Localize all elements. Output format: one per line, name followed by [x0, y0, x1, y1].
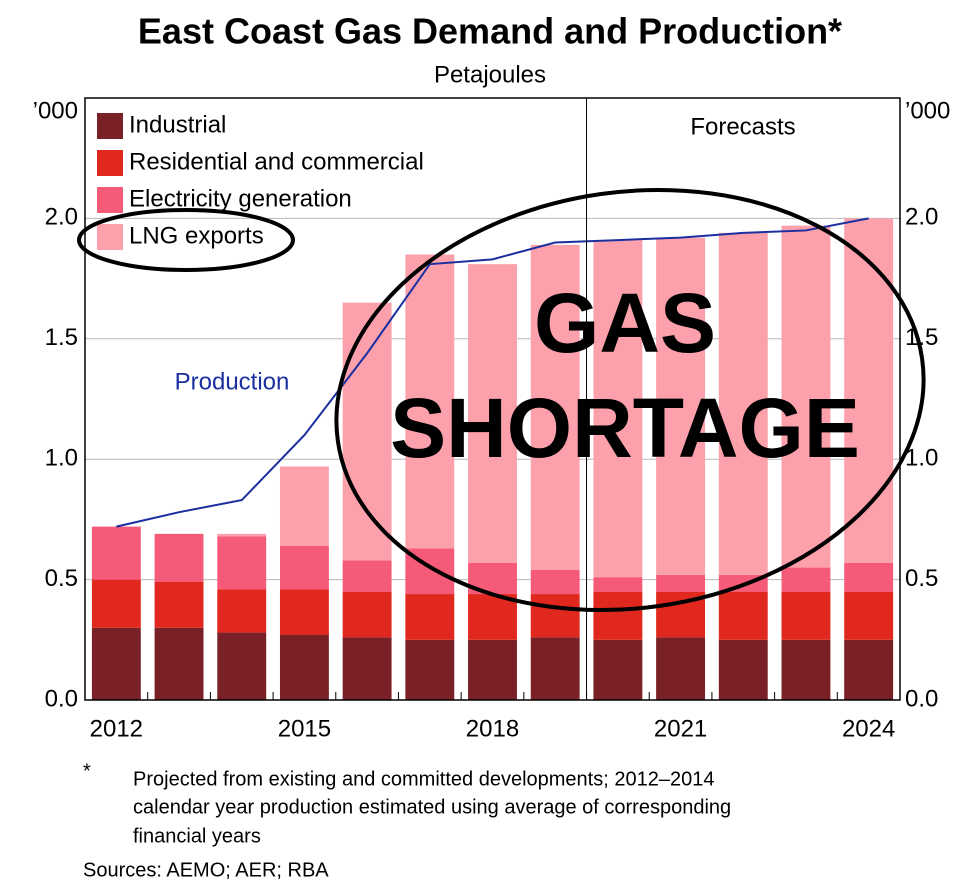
y2-tick-label: 1.0 — [905, 445, 938, 472]
forecast-label: Forecasts — [690, 113, 795, 140]
bar-segment — [781, 225, 831, 568]
bar-segment — [279, 545, 329, 590]
y2-tick-label: 0.5 — [905, 565, 938, 592]
y-tick-label: 1.5 — [45, 324, 78, 351]
footnote: financial years — [133, 825, 261, 847]
chart-title: East Coast Gas Demand and Production* — [138, 11, 842, 52]
bar-segment — [405, 254, 455, 549]
bar-segment — [530, 569, 580, 595]
bar-segment — [91, 627, 141, 700]
footnote: calendar year production estimated using… — [133, 796, 731, 818]
production-line — [116, 217, 869, 528]
bar-segment — [530, 244, 580, 570]
footnote: Projected from existing and committed de… — [133, 768, 714, 790]
bar-segment — [530, 594, 580, 638]
bar-segment — [468, 264, 517, 563]
bar-segment — [718, 639, 768, 700]
bar-segment — [279, 466, 329, 546]
bar-segment — [718, 232, 768, 575]
bar-segment — [781, 591, 831, 640]
legend-swatch — [97, 150, 123, 176]
bar-segment — [91, 526, 141, 580]
y-tick-label: 0.0 — [45, 685, 78, 712]
bar-segment — [342, 560, 392, 592]
bar-segment — [781, 639, 831, 700]
bar-segment — [279, 634, 329, 700]
bar-segment — [656, 574, 706, 592]
x-tick-label: 2015 — [278, 715, 331, 742]
y-tick-label: 1.0 — [45, 445, 78, 472]
bar-segment — [656, 637, 706, 700]
x-tick-label: 2024 — [842, 715, 895, 742]
y-unit: ’000 — [33, 97, 78, 124]
legend-label: Electricity generation — [129, 185, 352, 212]
legend-label: LNG exports — [129, 222, 264, 249]
bar-segment — [154, 533, 204, 583]
legend-swatch — [97, 224, 123, 250]
x-tick-label: 2021 — [654, 715, 707, 742]
y2-tick-label: 2.0 — [905, 204, 938, 231]
y2-unit: ’000 — [905, 97, 950, 124]
legend-swatch — [97, 187, 123, 213]
bar-segment — [154, 627, 204, 700]
overlay-text: SHORTAGE — [390, 381, 860, 475]
legend-swatch — [97, 113, 123, 139]
plot-frame — [84, 97, 901, 701]
bar-segment — [593, 577, 643, 592]
bar-segment — [781, 567, 831, 592]
bar-segment — [279, 589, 329, 635]
bar-segment — [656, 237, 706, 575]
x-tick-label: 2012 — [90, 715, 143, 742]
bar-segment — [593, 240, 643, 578]
sources: Sources: AEMO; AER; RBA — [83, 859, 329, 881]
highlight-ellipse — [334, 187, 926, 613]
bar-segment — [718, 591, 768, 640]
highlight-ellipse — [77, 208, 295, 272]
y-tick-label: 2.0 — [45, 204, 78, 231]
bar-segment — [593, 591, 643, 640]
bar-segment — [154, 582, 204, 628]
bar-segment — [405, 639, 455, 700]
bar-segment — [91, 579, 141, 628]
bar-segment — [217, 533, 267, 537]
bar-segment — [844, 639, 894, 700]
bar-segment — [593, 639, 643, 700]
bar-segment — [468, 639, 517, 700]
chart-subtitle: Petajoules — [434, 61, 546, 88]
bar-segment — [217, 632, 267, 700]
legend-label: Residential and commercial — [129, 148, 424, 175]
footnote-mark: * — [83, 760, 91, 782]
bar-segment — [342, 302, 392, 561]
legend-label: Industrial — [129, 111, 226, 138]
overlay-text: GAS — [534, 276, 716, 370]
y-tick-label: 0.5 — [45, 565, 78, 592]
x-tick-label: 2018 — [466, 715, 519, 742]
bar-segment — [844, 591, 894, 640]
bar-segment — [468, 594, 517, 640]
bar-segment — [405, 594, 455, 640]
bar-segment — [844, 562, 894, 592]
y2-tick-label: 0.0 — [905, 685, 938, 712]
bar-segment — [342, 591, 392, 638]
bar-segment — [530, 637, 580, 700]
overlay: GAS SHORTAGE — [77, 187, 926, 613]
bar-segment — [217, 589, 267, 633]
bar-segment — [342, 637, 392, 700]
bar-segment — [217, 536, 267, 590]
line-label: Production — [175, 368, 290, 395]
